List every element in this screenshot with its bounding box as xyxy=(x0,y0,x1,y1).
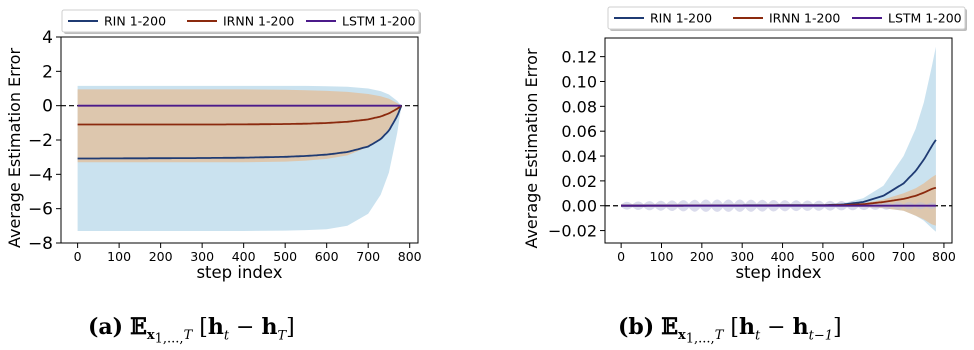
chart-b-xtick-label-5: 500 xyxy=(811,249,835,264)
caption-a: (a) 𝔼x1,...,T [ht − hT] xyxy=(88,314,295,347)
chart-b-ylabel: Average Estimation Error xyxy=(522,48,541,249)
chart-a-xtick-label-0: 0 xyxy=(74,249,82,264)
chart-b-frame xyxy=(604,37,953,244)
chart-b-ytick-label-3: 0.04 xyxy=(561,147,597,166)
caption-b-label: (b) xyxy=(618,314,655,340)
chart-a: 0 100 200 300 400 500 600 700 800 −8 −6 −4 −2 0 2 4 step… xyxy=(5,9,422,282)
chart-a-series-0 xyxy=(77,105,403,160)
chart-b-legend-label-0: RIN 1-200 xyxy=(650,11,712,26)
chart-a-ytick-label-2: −4 xyxy=(28,165,53,185)
chart-b-ytick-label-1: 0.00 xyxy=(561,197,597,216)
chart-a-xtick-label-2: 200 xyxy=(149,249,173,264)
chart-b-plot-area xyxy=(605,46,952,232)
chart-b-xtick-label-1: 100 xyxy=(650,249,674,264)
chart-a-xtick-label-8: 800 xyxy=(398,249,422,264)
chart-b-xtick-label-2: 200 xyxy=(690,249,714,264)
figure: 0 100 200 300 400 500 600 700 800 −8 −6 −4 −2 0 2 4 step… xyxy=(5,6,967,282)
caption-a-expression: 𝔼x1,...,T [ht − hT] xyxy=(130,314,295,347)
chart-b-xtick-label-0: 0 xyxy=(617,249,625,264)
chart-b-legend-box xyxy=(607,6,966,30)
chart-a-xtick-label-7: 700 xyxy=(356,249,380,264)
chart-b-ytick-label-4: 0.06 xyxy=(561,122,597,141)
chart-b-xtick-label-4: 400 xyxy=(771,249,795,264)
caption-b-expression: 𝔼x1,...,T [ht − ht−1] xyxy=(661,314,842,347)
chart-a-xtick-label-4: 400 xyxy=(232,249,256,264)
chart-b: 0 100 200 300 400 500 600 700 800 −0.02 0.00 0.02 0.… xyxy=(522,6,967,282)
chart-a-legend-label-1: IRNN 1-200 xyxy=(223,14,294,29)
chart-b-ytick-label-2: 0.02 xyxy=(561,172,597,191)
chart-a-ytick-label-3: −2 xyxy=(28,131,53,151)
chart-a-legend-box xyxy=(61,9,420,33)
chart-a-ytick-label-4: 0 xyxy=(42,97,53,117)
caption-b: (b) 𝔼x1,...,T [ht − ht−1] xyxy=(618,314,842,347)
chart-b-xtick-label-6: 600 xyxy=(851,249,875,264)
chart-a-legend-label-0: RIN 1-200 xyxy=(104,14,166,29)
chart-b-legend-label-2: LSTM 1-200 xyxy=(888,11,962,26)
chart-b-ytick-label-0: −0.02 xyxy=(548,222,597,241)
chart-a-legend-label-2: LSTM 1-200 xyxy=(342,14,416,29)
chart-b-ytick-label-6: 0.10 xyxy=(561,72,597,91)
chart-a-xlabel: step index xyxy=(196,263,282,282)
chart-b-ytick-label-7: 0.12 xyxy=(561,48,597,67)
chart-a-ytick-label-1: −6 xyxy=(28,200,53,220)
chart-a-xtick-label-6: 600 xyxy=(315,249,339,264)
chart-b-xtick-label-7: 700 xyxy=(892,249,916,264)
chart-a-plot-area xyxy=(61,85,418,232)
chart-b-xlabel: step index xyxy=(735,263,821,282)
chart-a-ytick-label-6: 4 xyxy=(42,28,53,48)
chart-b-legend: RIN 1-200 IRNN 1-200 LSTM 1-200 xyxy=(607,6,967,31)
chart-a-legend: RIN 1-200 IRNN 1-200 LSTM 1-200 xyxy=(61,9,421,34)
chart-b-ytick-label-5: 0.08 xyxy=(561,97,597,116)
caption-a-label: (a) xyxy=(88,314,124,340)
chart-a-ytick-label-5: 2 xyxy=(42,62,53,82)
chart-b-xtick-label-3: 300 xyxy=(730,249,754,264)
chart-a-xtick-label-3: 300 xyxy=(190,249,214,264)
chart-b-xtick-label-8: 800 xyxy=(932,249,956,264)
chart-b-legend-label-1: IRNN 1-200 xyxy=(769,11,840,26)
chart-a-ytick-label-0: −8 xyxy=(28,234,53,254)
chart-a-xtick-label-5: 500 xyxy=(273,249,297,264)
chart-a-xtick-label-1: 100 xyxy=(107,249,131,264)
chart-a-band-1 xyxy=(77,89,402,163)
chart-a-ylabel: Average Estimation Error xyxy=(5,48,24,249)
chart-a-series-1 xyxy=(77,104,402,126)
